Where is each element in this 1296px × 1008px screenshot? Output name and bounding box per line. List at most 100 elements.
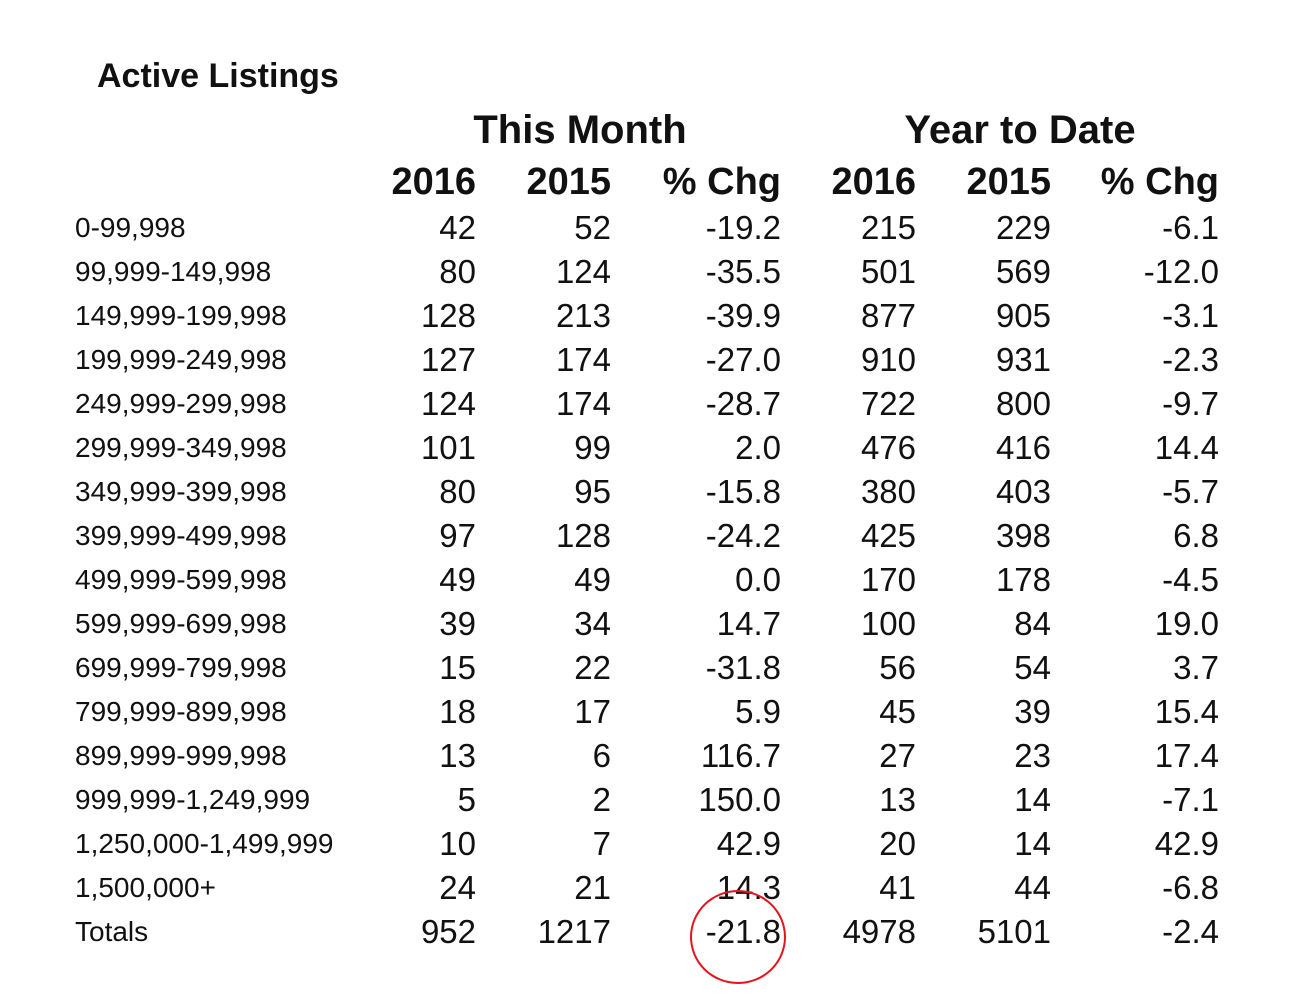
cell-tm-2016: 80 — [439, 473, 476, 510]
table-row: 99,999-149,998 80 124 -35.5 501 569 -12.0 — [0, 250, 1296, 294]
column-header-ytd-2016: 2016 — [831, 161, 916, 203]
cell-ytd-2015: 5101 — [977, 913, 1051, 950]
price-range-label: 699,999-799,998 — [75, 652, 287, 683]
cell-ytd-pct-chg: 6.8 — [1173, 517, 1219, 554]
cell-tm-2015: 213 — [555, 297, 611, 334]
cell-ytd-pct-chg: 14.4 — [1154, 429, 1219, 466]
cell-tm-2016: 18 — [439, 693, 476, 730]
cell-ytd-2016: 41 — [879, 869, 916, 906]
cell-ytd-pct-chg: -12.0 — [1143, 253, 1219, 290]
cell-tm-2016: 80 — [439, 253, 476, 290]
cell-tm-2015: 6 — [592, 737, 611, 774]
cell-ytd-2016: 100 — [860, 605, 916, 642]
price-range-label: 199,999-249,998 — [75, 344, 287, 375]
table-row: 999,999-1,249,999 5 2 150.0 13 14 -7.1 — [0, 778, 1296, 822]
cell-tm-2015: 174 — [555, 385, 611, 422]
cell-tm-2015: 21 — [574, 869, 611, 906]
table-row: 499,999-599,998 49 49 0.0 170 178 -4.5 — [0, 558, 1296, 602]
cell-ytd-pct-chg: -3.1 — [1162, 297, 1219, 334]
price-range-label: 399,999-499,998 — [75, 520, 287, 551]
table-row: 199,999-249,998 127 174 -27.0 910 931 -2.3 — [0, 338, 1296, 382]
cell-tm-2015: 34 — [574, 605, 611, 642]
table-row: 599,999-699,998 39 34 14.7 100 84 19.0 — [0, 602, 1296, 646]
group-header-year-to-date: Year to Date — [904, 108, 1136, 152]
cell-tm-2016: 128 — [420, 297, 476, 334]
cell-tm-2015: 2 — [592, 781, 611, 818]
table-row: 399,999-499,998 97 128 -24.2 425 398 6.8 — [0, 514, 1296, 558]
price-range-label: 349,999-399,998 — [75, 476, 287, 507]
cell-tm-pct-chg: -31.8 — [705, 649, 781, 686]
cell-ytd-2015: 569 — [995, 253, 1051, 290]
cell-ytd-2015: 403 — [995, 473, 1051, 510]
table-row: 899,999-999,998 13 6 116.7 27 23 17.4 — [0, 734, 1296, 778]
cell-ytd-2015: 229 — [995, 209, 1051, 246]
group-header-this-month: This Month — [473, 108, 687, 152]
cell-ytd-2015: 398 — [995, 517, 1051, 554]
cell-tm-pct-chg: -28.7 — [705, 385, 781, 422]
cell-ytd-pct-chg: -4.5 — [1162, 561, 1219, 598]
cell-tm-pct-chg: 5.9 — [735, 693, 781, 730]
cell-tm-pct-chg: 2.0 — [735, 429, 781, 466]
table-row: 799,999-899,998 18 17 5.9 45 39 15.4 — [0, 690, 1296, 734]
cell-ytd-2016: 877 — [860, 297, 916, 334]
highlight-circle — [690, 890, 786, 984]
cell-tm-pct-chg: 42.9 — [716, 825, 781, 862]
cell-tm-2016: 10 — [439, 825, 476, 862]
price-range-label: 0-99,998 — [75, 212, 186, 243]
price-range-label: 149,999-199,998 — [75, 300, 287, 331]
cell-tm-2015: 124 — [555, 253, 611, 290]
table-row: 1,500,000+ 24 21 14.3 41 44 -6.8 — [0, 866, 1296, 910]
cell-ytd-2016: 20 — [879, 825, 916, 862]
cell-tm-2016: 124 — [420, 385, 476, 422]
cell-ytd-pct-chg: 42.9 — [1154, 825, 1219, 862]
cell-tm-2016: 101 — [420, 429, 476, 466]
price-range-label: 249,999-299,998 — [75, 388, 287, 419]
cell-ytd-2016: 380 — [860, 473, 916, 510]
cell-ytd-2016: 476 — [860, 429, 916, 466]
column-header-tm-pct-chg: % Chg — [662, 161, 781, 203]
cell-tm-pct-chg: -15.8 — [705, 473, 781, 510]
cell-ytd-pct-chg: -5.7 — [1162, 473, 1219, 510]
cell-ytd-2016: 170 — [860, 561, 916, 598]
cell-ytd-2015: 905 — [995, 297, 1051, 334]
column-header-ytd-pct-chg: % Chg — [1100, 161, 1219, 203]
cell-ytd-pct-chg: -7.1 — [1162, 781, 1219, 818]
cell-ytd-2015: 178 — [995, 561, 1051, 598]
cell-tm-2016: 952 — [420, 913, 476, 950]
price-range-label: Totals — [75, 916, 149, 947]
cell-tm-pct-chg: 14.7 — [716, 605, 781, 642]
cell-tm-2015: 95 — [574, 473, 611, 510]
column-header-tm-2016: 2016 — [391, 161, 476, 203]
column-header-tm-2015: 2015 — [526, 161, 611, 203]
cell-tm-2015: 49 — [574, 561, 611, 598]
cell-ytd-2015: 931 — [995, 341, 1051, 378]
cell-ytd-2016: 215 — [860, 209, 916, 246]
cell-ytd-pct-chg: -2.3 — [1162, 341, 1219, 378]
cell-tm-2015: 22 — [574, 649, 611, 686]
cell-ytd-2015: 23 — [1014, 737, 1051, 774]
cell-ytd-2015: 800 — [995, 385, 1051, 422]
cell-ytd-pct-chg: 3.7 — [1173, 649, 1219, 686]
cell-ytd-pct-chg: -6.1 — [1162, 209, 1219, 246]
cell-ytd-pct-chg: -9.7 — [1162, 385, 1219, 422]
cell-ytd-pct-chg: -2.4 — [1162, 913, 1219, 950]
cell-ytd-2015: 416 — [995, 429, 1051, 466]
cell-ytd-2015: 84 — [1014, 605, 1051, 642]
cell-tm-2015: 52 — [574, 209, 611, 246]
price-range-label: 899,999-999,998 — [75, 740, 287, 771]
cell-tm-pct-chg: 116.7 — [700, 737, 781, 774]
cell-ytd-2016: 425 — [860, 517, 916, 554]
price-range-label: 499,999-599,998 — [75, 564, 287, 595]
cell-tm-2016: 39 — [439, 605, 476, 642]
table-row: 299,999-349,998 101 99 2.0 476 416 14.4 — [0, 426, 1296, 470]
cell-ytd-2016: 27 — [879, 737, 916, 774]
price-range-label: 599,999-699,998 — [75, 608, 287, 639]
cell-tm-2016: 42 — [439, 209, 476, 246]
cell-ytd-pct-chg: 15.4 — [1154, 693, 1219, 730]
totals-row: Totals 952 1217 -21.8 4978 5101 -2.4 — [0, 910, 1296, 954]
cell-tm-2016: 97 — [439, 517, 476, 554]
table-row: 249,999-299,998 124 174 -28.7 722 800 -9.7 — [0, 382, 1296, 426]
cell-ytd-2015: 39 — [1014, 693, 1051, 730]
cell-ytd-2016: 56 — [879, 649, 916, 686]
column-header-ytd-2015: 2015 — [966, 161, 1051, 203]
